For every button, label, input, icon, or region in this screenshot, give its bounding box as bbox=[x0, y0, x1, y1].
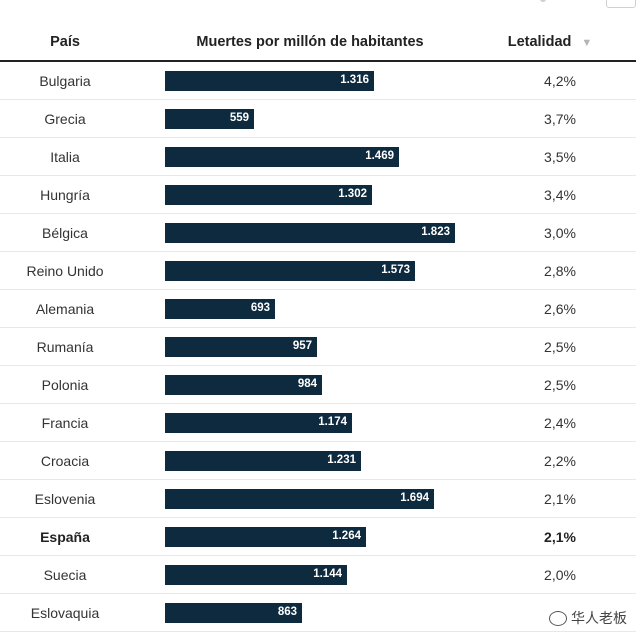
country-label: Grecia bbox=[44, 111, 86, 127]
country-label: Polonia bbox=[41, 377, 89, 393]
watermark-text: 华人老板 bbox=[571, 610, 627, 626]
lethality-value: 3,5% bbox=[544, 149, 576, 165]
deaths-bar: 1.573 bbox=[165, 261, 415, 281]
partial-control-icon bbox=[540, 0, 546, 2]
table-row: Alemania 693 2,6% bbox=[0, 290, 636, 328]
deaths-value-label: 1.316 bbox=[340, 74, 369, 86]
deaths-value-label: 693 bbox=[250, 302, 270, 314]
country-label: Alemania bbox=[35, 301, 95, 317]
table-row: Bulgaria 1.316 4,2% bbox=[0, 62, 636, 100]
deaths-value-label: 863 bbox=[277, 606, 297, 618]
lethality-value: 3,7% bbox=[544, 111, 576, 127]
lethality-value: 2,1% bbox=[544, 529, 576, 545]
country-label: Rumanía bbox=[36, 339, 94, 355]
country-label: Bulgaria bbox=[39, 73, 91, 89]
wechat-icon bbox=[549, 610, 567, 626]
deaths-bar: 1.694 bbox=[165, 489, 434, 509]
table-row: Suecia 1.144 2,0% bbox=[0, 556, 636, 594]
deaths-value-label: 1.823 bbox=[421, 226, 450, 238]
lethality-value: 3,4% bbox=[544, 187, 576, 203]
country-label: Croacia bbox=[40, 453, 90, 469]
country-label: Bélgica bbox=[42, 225, 88, 241]
header-deaths[interactable]: Muertes por millón de habitantes bbox=[196, 34, 424, 50]
table-row: Hungría 1.302 3,4% bbox=[0, 176, 636, 214]
table-row: Bélgica 1.823 3,0% bbox=[0, 214, 636, 252]
deaths-value-label: 1.144 bbox=[313, 568, 342, 580]
deaths-bar: 693 bbox=[165, 299, 275, 319]
header-lethality[interactable]: Letalidad ▼ bbox=[495, 34, 605, 50]
deaths-bar: 984 bbox=[165, 375, 322, 395]
deaths-bar: 1.823 bbox=[165, 223, 455, 243]
deaths-bar: 1.469 bbox=[165, 147, 399, 167]
country-label: Reino Unido bbox=[26, 263, 104, 279]
lethality-value: 2,0% bbox=[544, 567, 576, 583]
deaths-value-label: 1.469 bbox=[365, 150, 394, 162]
sort-down-icon[interactable]: ▼ bbox=[581, 37, 593, 49]
country-label: Eslovenia bbox=[34, 491, 96, 507]
deaths-value-label: 1.302 bbox=[338, 188, 367, 200]
deaths-bar: 1.144 bbox=[165, 565, 347, 585]
header-lethality-label: Letalidad bbox=[507, 34, 572, 50]
table-body: Bulgaria 1.316 4,2% Grecia 559 3,7% Italia 1.46… bbox=[0, 62, 636, 632]
table-row: Reino Unido 1.573 2,8% bbox=[0, 252, 636, 290]
deaths-bar: 1.316 bbox=[165, 71, 374, 91]
lethality-value: 2,5% bbox=[544, 339, 576, 355]
watermark: 华人老板 bbox=[545, 607, 631, 629]
deaths-value-label: 1.694 bbox=[400, 492, 429, 504]
table-row: Grecia 559 3,7% bbox=[0, 100, 636, 138]
country-label: Eslovaquia bbox=[30, 605, 100, 621]
table-header: País Muertes por millón de habitantes Le… bbox=[0, 24, 636, 62]
country-label: Francia bbox=[41, 415, 89, 431]
table-row: Polonia 984 2,5% bbox=[0, 366, 636, 404]
deaths-bar: 1.231 bbox=[165, 451, 361, 471]
lethality-value: 2,6% bbox=[544, 301, 576, 317]
deaths-value-label: 1.231 bbox=[327, 454, 356, 466]
partial-button[interactable] bbox=[606, 0, 636, 8]
deaths-value-label: 1.264 bbox=[332, 530, 361, 542]
table-row: Francia 1.174 2,4% bbox=[0, 404, 636, 442]
table-row: Italia 1.469 3,5% bbox=[0, 138, 636, 176]
deaths-value-label: 1.573 bbox=[381, 264, 410, 276]
lethality-value: 2,8% bbox=[544, 263, 576, 279]
table-row: España 1.264 2,1% bbox=[0, 518, 636, 556]
country-label: Suecia bbox=[43, 567, 87, 583]
deaths-bar: 863 bbox=[165, 603, 302, 623]
deaths-bar: 957 bbox=[165, 337, 317, 357]
country-label: Hungría bbox=[40, 187, 90, 203]
lethality-value: 2,4% bbox=[544, 415, 576, 431]
lethality-value: 2,2% bbox=[544, 453, 576, 469]
table-row: Rumanía 957 2,5% bbox=[0, 328, 636, 366]
deaths-bar: 1.174 bbox=[165, 413, 352, 433]
deaths-bar: 559 bbox=[165, 109, 254, 129]
lethality-value: 2,5% bbox=[544, 377, 576, 393]
lethality-value: 2,1% bbox=[544, 491, 576, 507]
lethality-value: 3,0% bbox=[544, 225, 576, 241]
country-label: España bbox=[40, 529, 90, 545]
table-row: Eslovenia 1.694 2,1% bbox=[0, 480, 636, 518]
deaths-value-label: 984 bbox=[297, 378, 317, 390]
deaths-bar: 1.264 bbox=[165, 527, 366, 547]
header-country[interactable]: País bbox=[50, 34, 80, 50]
table-row: Croacia 1.231 2,2% bbox=[0, 442, 636, 480]
deaths-value-label: 957 bbox=[292, 340, 312, 352]
country-label: Italia bbox=[50, 149, 80, 165]
deaths-value-label: 1.174 bbox=[318, 416, 347, 428]
table-row: Eslovaquia 863 bbox=[0, 594, 636, 632]
deaths-bar: 1.302 bbox=[165, 185, 372, 205]
lethality-value: 4,2% bbox=[544, 73, 576, 89]
deaths-value-label: 559 bbox=[229, 112, 249, 124]
